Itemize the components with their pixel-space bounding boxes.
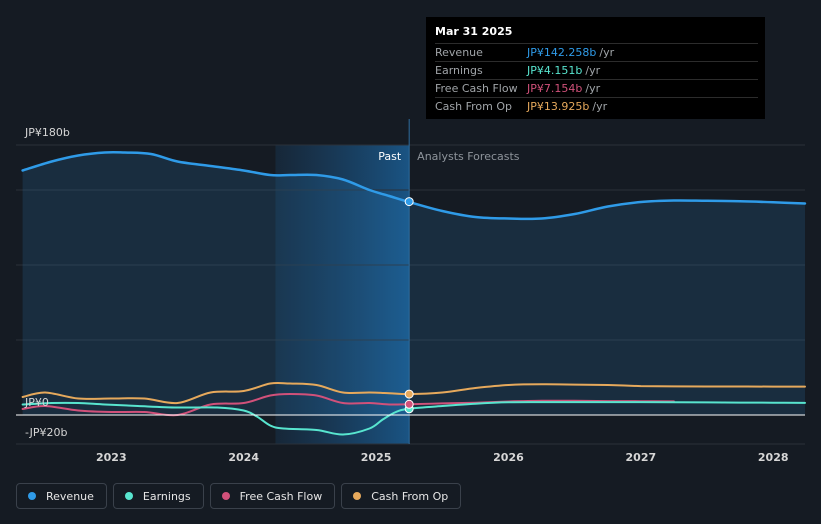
- past-label: Past: [378, 150, 402, 163]
- tooltip-unit: /yr: [585, 64, 601, 77]
- legend-dot-icon: [221, 492, 230, 500]
- x-tick-label: 2024: [228, 451, 259, 464]
- tooltip-value: JP¥7.154b: [527, 82, 583, 95]
- y-tick-label: -JP¥20b: [25, 426, 67, 439]
- legend-label: Revenue: [46, 489, 94, 503]
- legend-dot-icon: [124, 492, 133, 500]
- legend-dot-icon: [28, 492, 36, 500]
- tooltip-label: Revenue: [435, 46, 483, 59]
- y-tick-label: JP¥180b: [24, 126, 70, 139]
- legend-label: Free Cash Flow: [239, 489, 323, 503]
- legend: Revenue Earnings Free Cash Flow Cash Fro…: [16, 483, 462, 509]
- y-tick-label: JP¥0: [24, 396, 49, 409]
- legend-label: Cash From Op: [371, 489, 449, 503]
- legend-item-free-cash-flow[interactable]: Free Cash Flow: [209, 483, 336, 509]
- tooltip-row-cash-from-op: Cash From Op JP¥13.925b /yr: [435, 97, 758, 115]
- series-line-cash-from-op: [21, 381, 806, 405]
- x-tick-label: 2027: [626, 451, 657, 464]
- tooltip-row-earnings: Earnings JP¥4.151b /yr: [435, 61, 758, 79]
- revenue-area: [22, 152, 806, 415]
- tooltip-row-revenue: Revenue JP¥142.258b /yr: [435, 43, 758, 61]
- tooltip-value: JP¥13.925b: [527, 100, 590, 113]
- legend-item-cash-from-op[interactable]: Cash From Op: [341, 483, 462, 509]
- tooltip-marker-cash-from-op: [404, 389, 414, 399]
- legend-dot-icon: [353, 492, 362, 500]
- tooltip-date: Mar 31 2025: [435, 25, 513, 38]
- x-tick-label: 2023: [96, 451, 127, 464]
- legend-label: Earnings: [142, 489, 191, 503]
- x-tick-label: 2025: [361, 451, 392, 464]
- series-line-free-cash-flow: [21, 393, 675, 417]
- tooltip-label: Cash From Op: [435, 100, 513, 113]
- legend-item-revenue[interactable]: Revenue: [16, 483, 107, 509]
- tooltip-marker-revenue: [404, 197, 414, 207]
- x-tick-label: 2026: [493, 451, 524, 464]
- tooltip-marker-free-cash-flow: [404, 399, 414, 409]
- forecast-label: Analysts Forecasts: [417, 150, 520, 163]
- tooltip-unit: /yr: [599, 46, 615, 59]
- series-line-earnings: [21, 401, 806, 436]
- revenue-area-fill: [22, 152, 806, 415]
- tooltip-unit: /yr: [592, 100, 608, 113]
- legend-item-earnings[interactable]: Earnings: [112, 483, 204, 509]
- tooltip: Mar 31 2025 Revenue JP¥142.258b /yr Earn…: [426, 17, 765, 119]
- tooltip-value: JP¥4.151b: [527, 64, 583, 77]
- tooltip-markers: [404, 197, 414, 414]
- x-tick-label: 2028: [758, 451, 789, 464]
- series-line-revenue: [21, 150, 807, 221]
- series-lines: [21, 150, 807, 436]
- tooltip-label: Free Cash Flow: [435, 82, 518, 95]
- tooltip-value: JP¥142.258b: [527, 46, 597, 59]
- gridlines: [16, 144, 805, 445]
- tooltip-unit: /yr: [585, 82, 601, 95]
- axis-labels: JP¥180b JP¥0 -JP¥20b 2023 2024 2025 2026 2027 20…: [24, 126, 789, 464]
- tooltip-row-free-cash-flow: Free Cash Flow JP¥7.154b /yr: [435, 79, 758, 97]
- tooltip-label: Earnings: [435, 64, 483, 77]
